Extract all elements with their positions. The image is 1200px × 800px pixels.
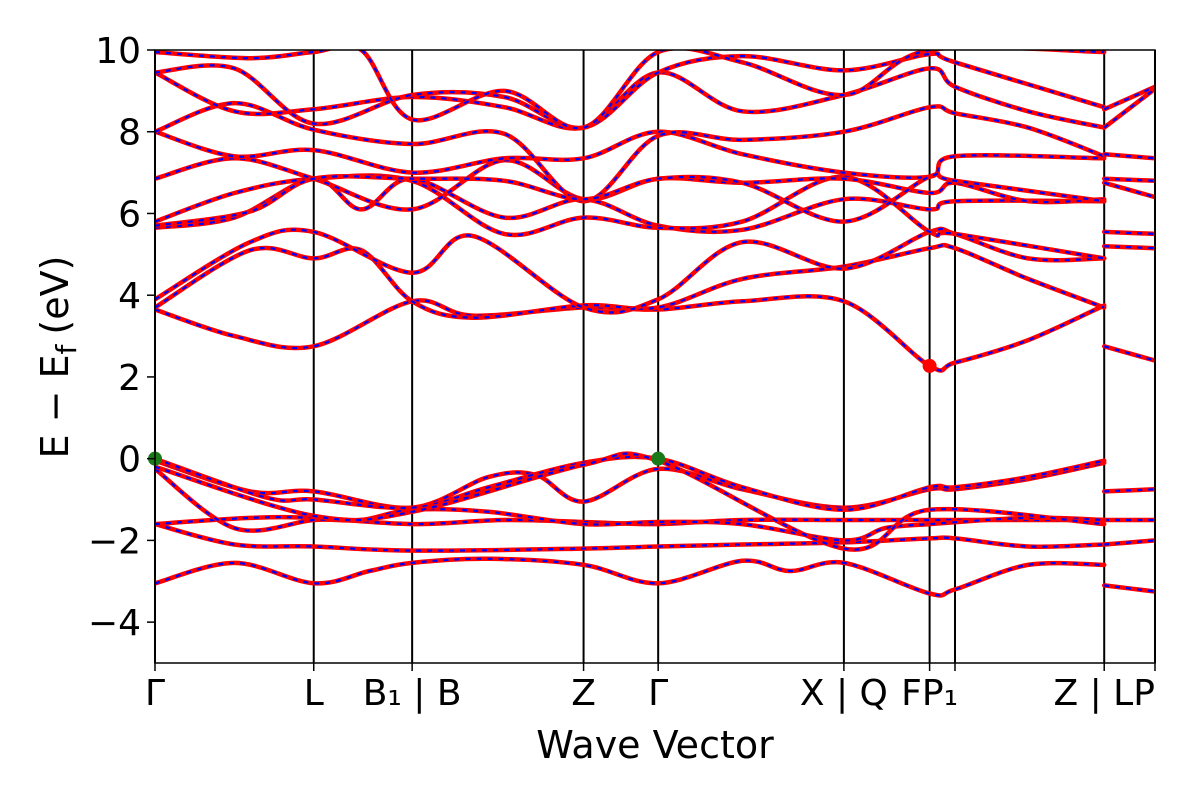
band-dash-20 — [1103, 181, 1155, 199]
band-dash-0 — [155, 557, 1105, 597]
x-tick-label-5: X | Q — [800, 673, 888, 714]
band-dash-27 — [155, 52, 1105, 129]
band-dash-29 — [155, 50, 1105, 130]
x-tick-label-6: FP₁ — [901, 673, 958, 714]
y-axis-label-main: E − E — [33, 354, 77, 458]
band-14 — [155, 226, 1107, 315]
y-axis-ticks: −4 −2 0 2 4 6 8 10 — [88, 31, 155, 644]
x-tick-label-4: Γ — [648, 673, 668, 714]
band-dash-1 — [1104, 584, 1155, 593]
band-dash-10 — [155, 452, 1105, 551]
x-tick-label-0: Γ — [145, 673, 165, 714]
band-8 — [155, 454, 1107, 513]
x-tick-label-3: Z — [571, 673, 596, 714]
y-tick-label-3: 2 — [118, 358, 141, 399]
y-axis-label-sub: f — [50, 343, 83, 354]
y-tick-label-7: 10 — [95, 31, 141, 72]
band-dash-9 — [1104, 488, 1155, 493]
y-tick-label-0: −4 — [88, 603, 141, 644]
highlight-point-2 — [922, 358, 937, 373]
band-dash-18 — [1104, 245, 1155, 250]
band-dash-12 — [1103, 345, 1155, 362]
band-dash-26 — [1103, 87, 1155, 129]
y-tick-label-1: −2 — [88, 521, 141, 562]
x-tick-label-1: L — [304, 673, 324, 714]
y-axis-label: E − Ef (eV) — [33, 256, 83, 459]
x-axis-label: Wave Vector — [536, 723, 774, 767]
band-dash-25 — [155, 67, 1105, 130]
y-tick-label-6: 8 — [118, 113, 141, 154]
band-dash-13 — [155, 244, 1105, 319]
band-dash-24 — [1104, 153, 1155, 160]
x-axis-ticks: Γ L B₁ | B Z Γ X | Q FP₁ Z | LP — [145, 663, 1156, 714]
band-dash-15 — [1104, 230, 1155, 235]
band-13 — [155, 242, 1107, 320]
plot-frame — [154, 49, 1156, 664]
x-tick-label-8: Z | LP — [1053, 673, 1154, 714]
highlight-points — [148, 358, 937, 466]
band-dash-21 — [155, 130, 1105, 179]
y-tick-label-2: 0 — [118, 440, 141, 481]
highlight-point-1 — [651, 451, 666, 466]
band-dash-14 — [155, 227, 1105, 314]
y-axis-label-unit: (eV) — [33, 256, 77, 335]
band-dash-2 — [155, 523, 1105, 552]
band-dash-28 — [1103, 85, 1155, 111]
band-lines — [155, 50, 1155, 598]
band-dash-22 — [1104, 177, 1155, 182]
band-dash-23 — [155, 101, 1105, 203]
band-dash-30 — [155, 172, 1105, 227]
band-dash-6 — [155, 468, 1105, 542]
y-tick-label-5: 6 — [118, 194, 141, 235]
band-0 — [155, 556, 1107, 598]
y-tick-label-4: 4 — [118, 276, 141, 317]
band-dash-3 — [1104, 539, 1155, 546]
x-tick-label-2: B₁ | B — [363, 673, 462, 714]
